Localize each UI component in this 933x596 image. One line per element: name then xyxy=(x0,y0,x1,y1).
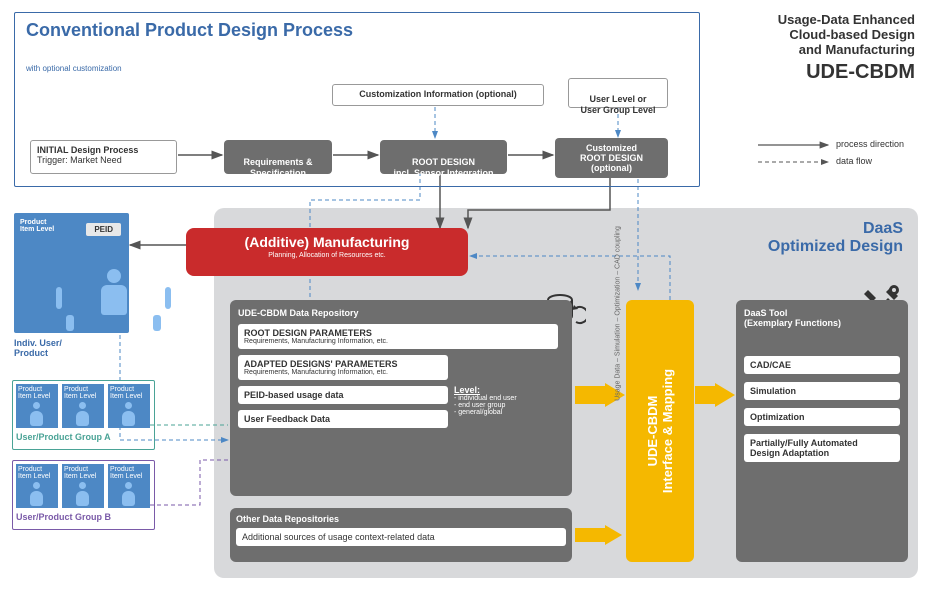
product-panel: Product Item Level PEID xyxy=(14,213,129,333)
adapted-sub: Requirements, Manufacturing Information,… xyxy=(244,369,442,376)
legend-dataflow: data flow xyxy=(836,156,872,166)
daas-tool-title: DaaS Tool (Exemplary Functions) xyxy=(744,308,900,328)
user-level-text: User Level or User Group Level xyxy=(580,94,655,115)
root-design-box: ROOT DESIGN incl. Sensor Integration xyxy=(380,140,507,174)
customized-root-box: Customized ROOT DESIGN (optional) xyxy=(555,138,668,178)
daas-title: DaaS Optimized Design xyxy=(768,220,903,256)
repository-panel: UDE-CBDM Data Repository ROOT DESIGN PAR… xyxy=(230,300,572,496)
initial-l1: INITIAL Design Process xyxy=(37,145,170,155)
level-3: - general/global xyxy=(454,409,564,416)
user-level-box: User Level or User Group Level xyxy=(568,78,668,108)
interface-title: UDE-CBDM Interface & Mapping xyxy=(645,331,675,531)
legend-process: process direction xyxy=(836,139,904,149)
customization-info-text: Customization Information (optional) xyxy=(359,89,516,99)
daas-item-1: CAD/CAE xyxy=(744,356,900,374)
mini-a1: Product Item Level xyxy=(16,384,58,402)
right-title-l2: Cloud-based Design xyxy=(735,27,915,42)
peid-badge: PEID xyxy=(86,223,121,236)
product-item-level-label: Product Item Level xyxy=(20,219,54,233)
right-title-l1: Usage-Data Enhanced xyxy=(735,12,915,27)
right-title-l3: and Manufacturing xyxy=(735,42,915,57)
adapted-title: ADAPTED DESIGNS' PARAMETERS xyxy=(244,359,442,369)
group-b-boxes: Product Item Level Product Item Level Pr… xyxy=(16,464,150,508)
root-params-title: ROOT DESIGN PARAMETERS xyxy=(244,328,552,338)
root-params-sub: Requirements, Manufacturing Information,… xyxy=(244,338,552,345)
initial-l2: Trigger: Market Need xyxy=(37,155,170,165)
daas-item-2: Simulation xyxy=(744,382,900,400)
daas-item-4: Partially/Fully Automated Design Adaptat… xyxy=(744,434,900,462)
level-title: Level: xyxy=(454,385,564,395)
customized-root-text: Customized ROOT DESIGN (optional) xyxy=(580,143,643,173)
indiv-user-label: Indiv. User/ Product xyxy=(14,338,62,358)
mini-b2: Product Item Level xyxy=(62,464,104,482)
interface-side: Usage Data – Simulation – Optimization –… xyxy=(615,194,622,434)
repo-title: UDE-CBDM Data Repository xyxy=(238,308,564,318)
group-b-label: User/Product Group B xyxy=(16,512,111,522)
interface-box: UDE-CBDM Interface & Mapping Usage Data … xyxy=(626,300,694,562)
person-icon xyxy=(62,269,165,315)
daas-item-3: Optimization xyxy=(744,408,900,426)
adapted-box: ADAPTED DESIGNS' PARAMETERS Requirements… xyxy=(238,355,448,380)
group-a-boxes: Product Item Level Product Item Level Pr… xyxy=(16,384,150,428)
root-design-text: ROOT DESIGN incl. Sensor Integration xyxy=(393,157,493,178)
conventional-subtitle: with optional customization xyxy=(26,64,122,73)
peid-usage-box: PEID-based usage data xyxy=(238,386,448,404)
group-a-label: User/Product Group A xyxy=(16,432,111,442)
requirements-box: Requirements & Specification xyxy=(224,140,332,174)
right-header: Usage-Data Enhanced Cloud-based Design a… xyxy=(735,12,915,84)
root-params-box: ROOT DESIGN PARAMETERS Requirements, Man… xyxy=(238,324,558,349)
right-acronym: UDE-CBDM xyxy=(735,61,915,84)
other-repo-title: Other Data Repositories xyxy=(236,514,566,524)
level-1: - individual end user xyxy=(454,395,564,402)
daas-tool-panel: DaaS Tool (Exemplary Functions) CAD/CAE … xyxy=(736,300,908,562)
manufacturing-subtitle: Planning, Allocation of Resources etc. xyxy=(186,252,468,259)
mini-b1: Product Item Level xyxy=(16,464,58,482)
manufacturing-box: (Additive) Manufacturing Planning, Alloc… xyxy=(186,228,468,276)
feedback-box: User Feedback Data xyxy=(238,410,448,428)
other-repo-panel: Other Data Repositories Additional sourc… xyxy=(230,508,572,562)
mini-b3: Product Item Level xyxy=(108,464,150,482)
conventional-title: Conventional Product Design Process xyxy=(26,20,353,41)
mini-a2: Product Item Level xyxy=(62,384,104,402)
requirements-text: Requirements & Specification xyxy=(243,157,312,178)
customization-info-box: Customization Information (optional) xyxy=(332,84,544,106)
other-repo-content: Additional sources of usage context-rela… xyxy=(236,528,566,546)
level-2: - end user group xyxy=(454,402,564,409)
mini-a3: Product Item Level xyxy=(108,384,150,402)
manufacturing-title: (Additive) Manufacturing xyxy=(186,234,468,250)
initial-box: INITIAL Design Process Trigger: Market N… xyxy=(30,140,177,174)
